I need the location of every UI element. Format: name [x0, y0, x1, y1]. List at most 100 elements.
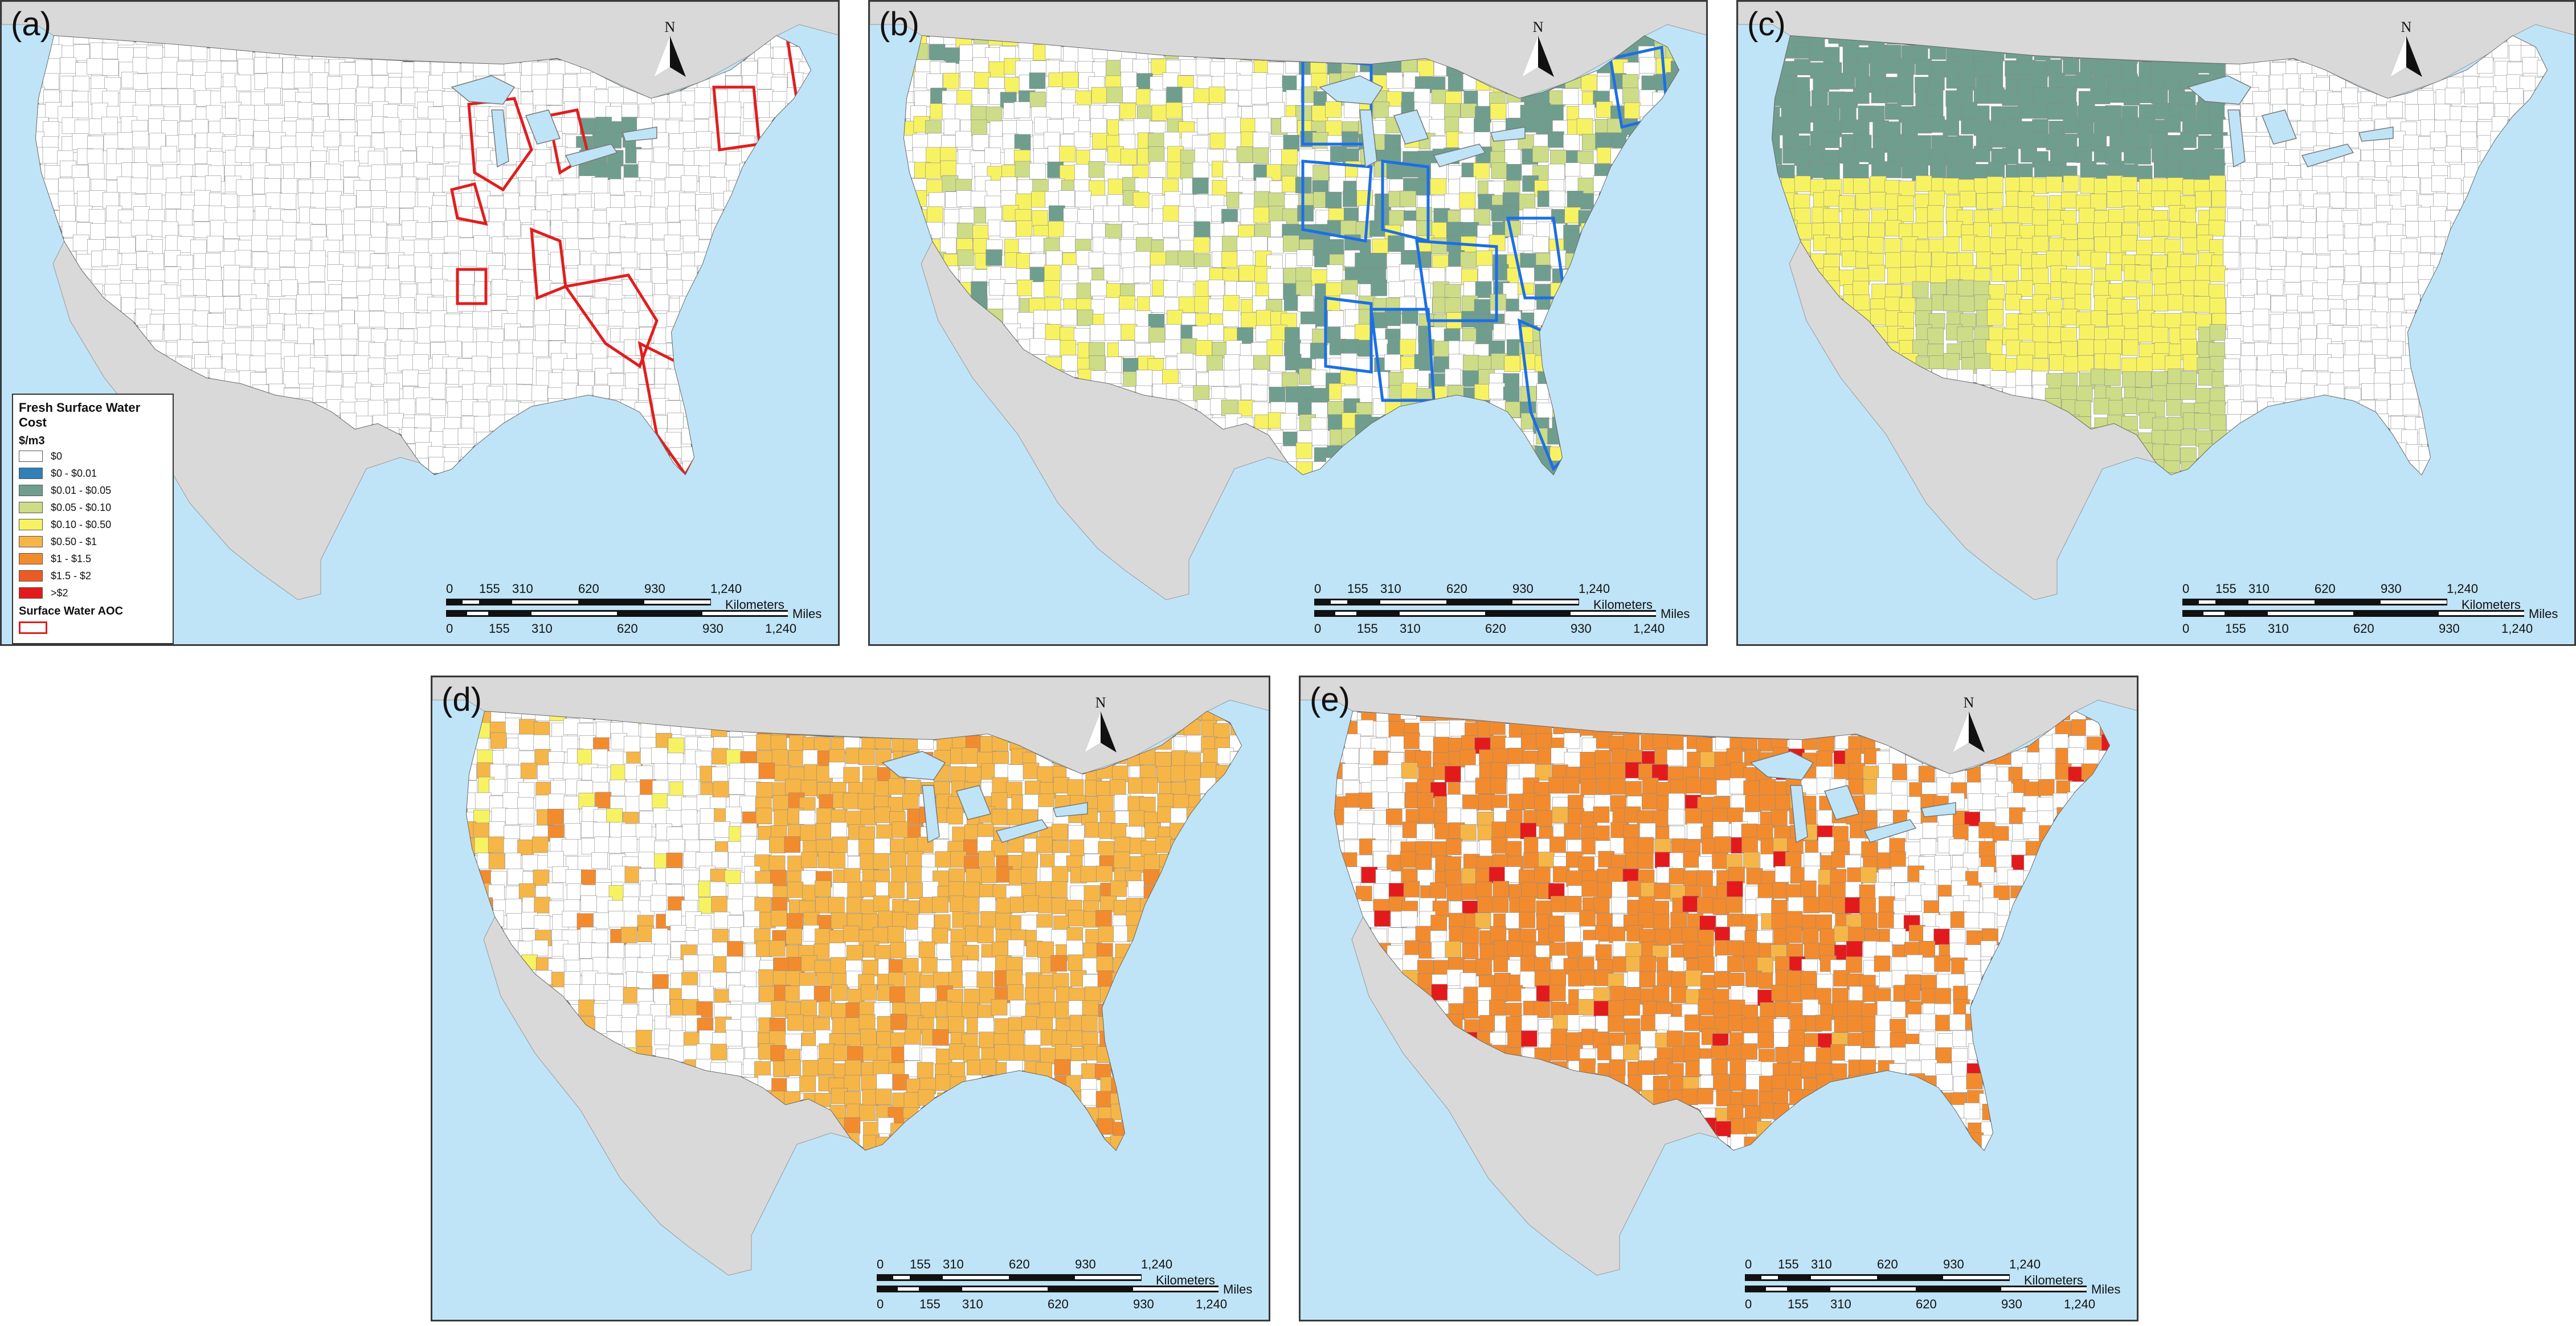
watershed-unit [1945, 149, 1962, 165]
watershed-unit [1624, 102, 1641, 119]
watershed-unit [1445, 369, 1461, 386]
watershed-unit [904, 329, 912, 345]
watershed-unit [741, 190, 757, 207]
watershed-unit [1432, 445, 1449, 462]
watershed-unit [1593, 370, 1610, 387]
watershed-unit [2447, 427, 2464, 444]
watershed-unit [771, 161, 788, 178]
watershed-unit [1581, 431, 1598, 447]
watershed-unit [1196, 59, 1212, 75]
watershed-unit [1667, 132, 1679, 148]
watershed-unit [1207, 355, 1223, 372]
watershed-unit [1667, 179, 1679, 197]
watershed-unit [297, 328, 314, 344]
watershed-unit [801, 387, 811, 404]
watershed-unit [755, 193, 772, 210]
watershed-unit [562, 473, 578, 474]
watershed-unit [1650, 162, 1667, 178]
watershed-unit [2046, 251, 2063, 267]
watershed-unit [771, 427, 788, 444]
watershed-unit [1059, 165, 1076, 182]
watershed-unit [912, 353, 929, 370]
watershed-unit [2106, 58, 2123, 75]
watershed-unit [161, 146, 177, 163]
watershed-unit [1772, 191, 1780, 208]
watershed-unit [1607, 267, 1624, 284]
watershed-unit [755, 400, 772, 417]
watershed-unit [2521, 146, 2538, 163]
watershed-unit [2154, 219, 2170, 236]
watershed-unit [619, 238, 636, 254]
watershed-unit [1563, 134, 1580, 151]
watershed-unit [904, 62, 916, 78]
watershed-unit [2240, 414, 2257, 431]
legend-item-label: >$2 [51, 587, 68, 599]
north-arrow-icon: N [1518, 19, 1558, 81]
watershed-unit [532, 412, 549, 429]
watershed-unit [1853, 146, 1870, 162]
watershed-unit [1946, 104, 1963, 121]
watershed-unit [296, 294, 313, 311]
watershed-unit [117, 132, 134, 149]
watershed-unit [2031, 132, 2048, 148]
watershed-unit [595, 459, 611, 474]
watershed-unit [504, 239, 521, 255]
watershed-unit [87, 58, 104, 75]
watershed-unit [1567, 281, 1584, 298]
lake-huron [1393, 109, 1429, 145]
watershed-unit [772, 414, 788, 431]
watershed-unit [2080, 177, 2097, 194]
watershed-unit [1475, 474, 1491, 490]
watershed-unit [758, 445, 775, 462]
watershed-unit [742, 250, 759, 267]
watershed-unit [1651, 342, 1668, 359]
watershed-unit [1929, 149, 1947, 166]
watershed-unit [2495, 177, 2512, 194]
watershed-unit [784, 282, 801, 298]
watershed-unit [2463, 299, 2480, 316]
watershed-unit [2226, 414, 2243, 431]
watershed-unit [2535, 284, 2547, 301]
watershed-unit [2341, 162, 2358, 179]
watershed-unit [2240, 355, 2257, 373]
legend-item: $0.01 - $0.05 [19, 482, 167, 499]
watershed-unit [818, 446, 834, 462]
watershed-unit [771, 76, 788, 93]
watershed-unit [904, 162, 915, 178]
watershed-unit [2477, 296, 2494, 313]
watershed-unit [43, 121, 60, 138]
watershed-unit [770, 354, 787, 371]
watershed-unit [1581, 74, 1597, 91]
watershed-unit [904, 210, 916, 227]
watershed-unit [2553, 136, 2569, 152]
watershed-unit [2241, 428, 2258, 444]
watershed-unit [457, 326, 474, 343]
watershed-unit [654, 102, 670, 119]
watershed-unit [575, 193, 592, 210]
watershed-unit [518, 295, 534, 312]
watershed-unit [1637, 294, 1654, 311]
watershed-unit [2283, 190, 2300, 207]
watershed-unit [2535, 369, 2547, 386]
watershed-unit [2107, 191, 2123, 208]
watershed-unit [36, 298, 50, 314]
watershed-unit [1772, 42, 1786, 59]
watershed-unit [1915, 175, 1932, 192]
watershed-unit [1359, 477, 1375, 493]
watershed-unit [755, 342, 772, 359]
watershed-unit [2078, 91, 2095, 108]
watershed-unit [1884, 103, 1902, 120]
watershed-unit [2077, 105, 2094, 122]
watershed-unit [753, 356, 770, 373]
watershed-unit [2549, 296, 2565, 312]
watershed-unit [1060, 340, 1077, 357]
watershed-unit [1386, 72, 1403, 89]
watershed-unit [2165, 429, 2182, 447]
watershed-unit [2386, 283, 2403, 299]
watershed-unit [1772, 398, 1781, 415]
watershed-unit [397, 105, 414, 122]
watershed-unit [2507, 120, 2524, 137]
lake-erie [1433, 144, 1486, 167]
watershed-unit [1180, 59, 1197, 76]
scale-mi-tick: 620 [617, 621, 638, 636]
